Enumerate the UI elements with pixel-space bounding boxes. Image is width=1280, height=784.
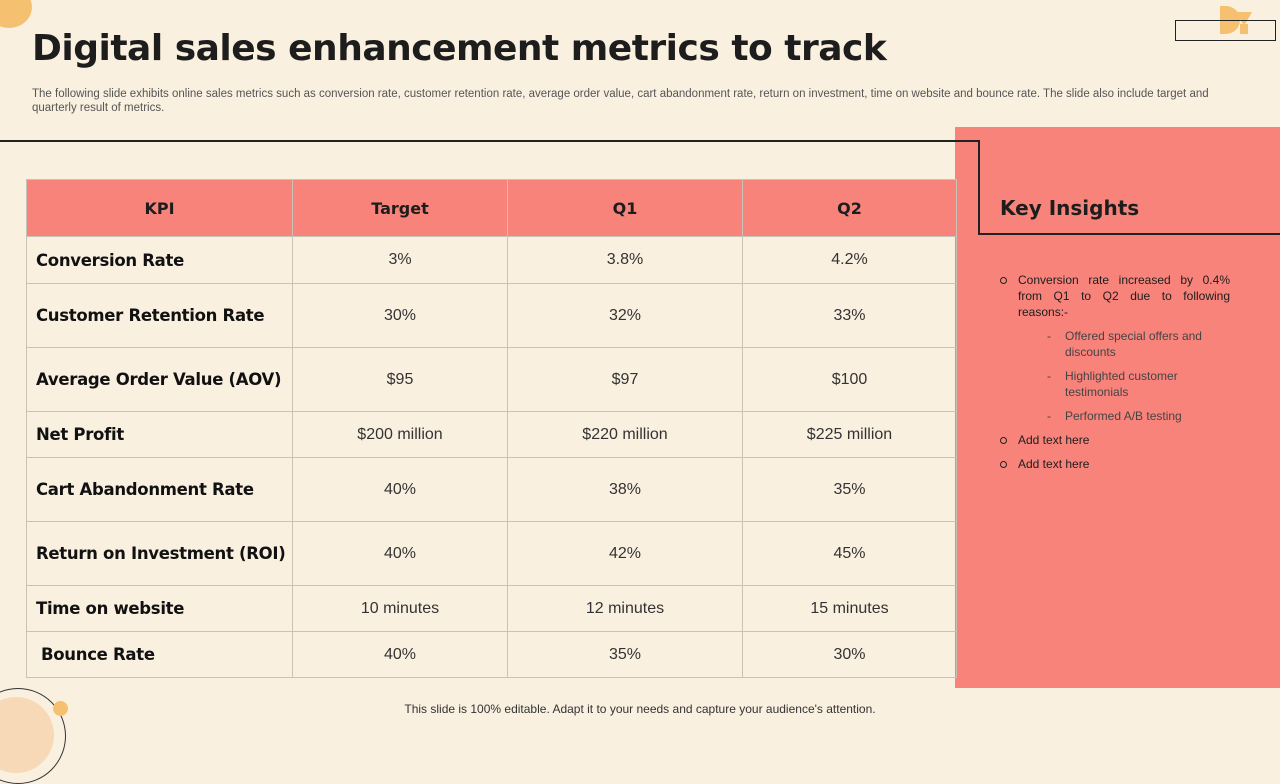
insight-text: Conversion rate increased by 0.4% from Q… [1018,273,1230,319]
insight-item: Add text here [1000,432,1230,448]
insights-title-underline [978,233,1280,235]
page-subtitle: The following slide exhibits online sale… [32,88,1209,114]
q2-cell: 33% [742,283,957,348]
kpi-cell: Time on website [26,585,293,632]
table-row: Time on website 10 minutes 12 minutes 15… [26,585,957,632]
q2-cell: $100 [742,347,957,412]
target-cell: 30% [292,283,508,348]
kpi-cell: Average Order Value (AOV) [26,347,293,412]
kpi-cell: Bounce Rate [26,631,293,678]
q1-cell: 42% [507,521,743,586]
q2-cell: 15 minutes [742,585,957,632]
kpi-cell: Customer Retention Rate [26,283,293,348]
dash-bullet-icon: - [1047,409,1051,423]
table-row: Customer Retention Rate 30% 32% 33% [26,283,957,348]
dash-bullet-icon: - [1047,329,1051,343]
q2-cell: $225 million [742,411,957,458]
insight-item: Conversion rate increased by 0.4% from Q… [1000,272,1230,424]
target-cell: 40% [292,631,508,678]
insight-item: Add text here [1000,456,1230,472]
target-cell: $95 [292,347,508,412]
table-row: Average Order Value (AOV) $95 $97 $100 [26,347,957,412]
insight-sub-text: Performed A/B testing [1065,409,1182,423]
q2-cell: 35% [742,457,957,522]
insight-text: Add text here [1018,457,1090,471]
footer-note: This slide is 100% editable. Adapt it to… [404,702,876,716]
circle-bullet-icon [1000,437,1007,444]
insight-text: Add text here [1018,433,1090,447]
target-cell: $200 million [292,411,508,458]
table-row: Net Profit $200 million $220 million $22… [26,411,957,458]
insight-sub-item: - Highlighted customer testimonials [1018,368,1230,400]
decorative-circle-top-left [0,0,32,28]
q1-cell: 12 minutes [507,585,743,632]
divider-line-vertical [978,140,980,235]
insights-list: Conversion rate increased by 0.4% from Q… [1000,272,1230,480]
circle-bullet-icon [1000,277,1007,284]
column-header-kpi: KPI [26,179,293,237]
logo-frame [1175,20,1276,41]
insight-sub-list: - Offered special offers and discounts -… [1018,328,1230,424]
q1-cell: 38% [507,457,743,522]
table-row: Conversion Rate 3% 3.8% 4.2% [26,236,957,284]
target-cell: 10 minutes [292,585,508,632]
insights-title: Key Insights [1000,196,1140,220]
q1-cell: 3.8% [507,236,743,284]
q1-cell: $220 million [507,411,743,458]
insight-sub-text: Offered special offers and discounts [1065,329,1202,359]
kpi-cell: Net Profit [26,411,293,458]
q2-cell: 45% [742,521,957,586]
kpi-table: KPI Target Q1 Q2 Conversion Rate 3% 3.8%… [26,179,957,678]
q1-cell: $97 [507,347,743,412]
target-cell: 3% [292,236,508,284]
insight-sub-text: Highlighted customer testimonials [1065,369,1178,399]
table-row: Bounce Rate 40% 35% 30% [26,631,957,678]
column-header-q2: Q2 [742,179,957,237]
insights-panel [955,127,1280,688]
q1-cell: 35% [507,631,743,678]
q2-cell: 4.2% [742,236,957,284]
column-header-q1: Q1 [507,179,743,237]
insight-sub-item: - Offered special offers and discounts [1018,328,1230,360]
kpi-cell: Conversion Rate [26,236,293,284]
column-header-target: Target [292,179,508,237]
table-row: Return on Investment (ROI) 40% 42% 45% [26,521,957,586]
kpi-cell: Cart Abandonment Rate [26,457,293,522]
table-header-row: KPI Target Q1 Q2 [26,179,957,237]
insight-sub-item: - Performed A/B testing [1018,408,1230,424]
q1-cell: 32% [507,283,743,348]
q2-cell: 30% [742,631,957,678]
dash-bullet-icon: - [1047,369,1051,383]
table-row: Cart Abandonment Rate 40% 38% 35% [26,457,957,522]
divider-line [0,140,979,142]
target-cell: 40% [292,521,508,586]
decorative-dot-bottom-left [53,701,68,716]
kpi-cell: Return on Investment (ROI) [26,521,293,586]
circle-bullet-icon [1000,461,1007,468]
target-cell: 40% [292,457,508,522]
page-title: Digital sales enhancement metrics to tra… [32,28,887,69]
